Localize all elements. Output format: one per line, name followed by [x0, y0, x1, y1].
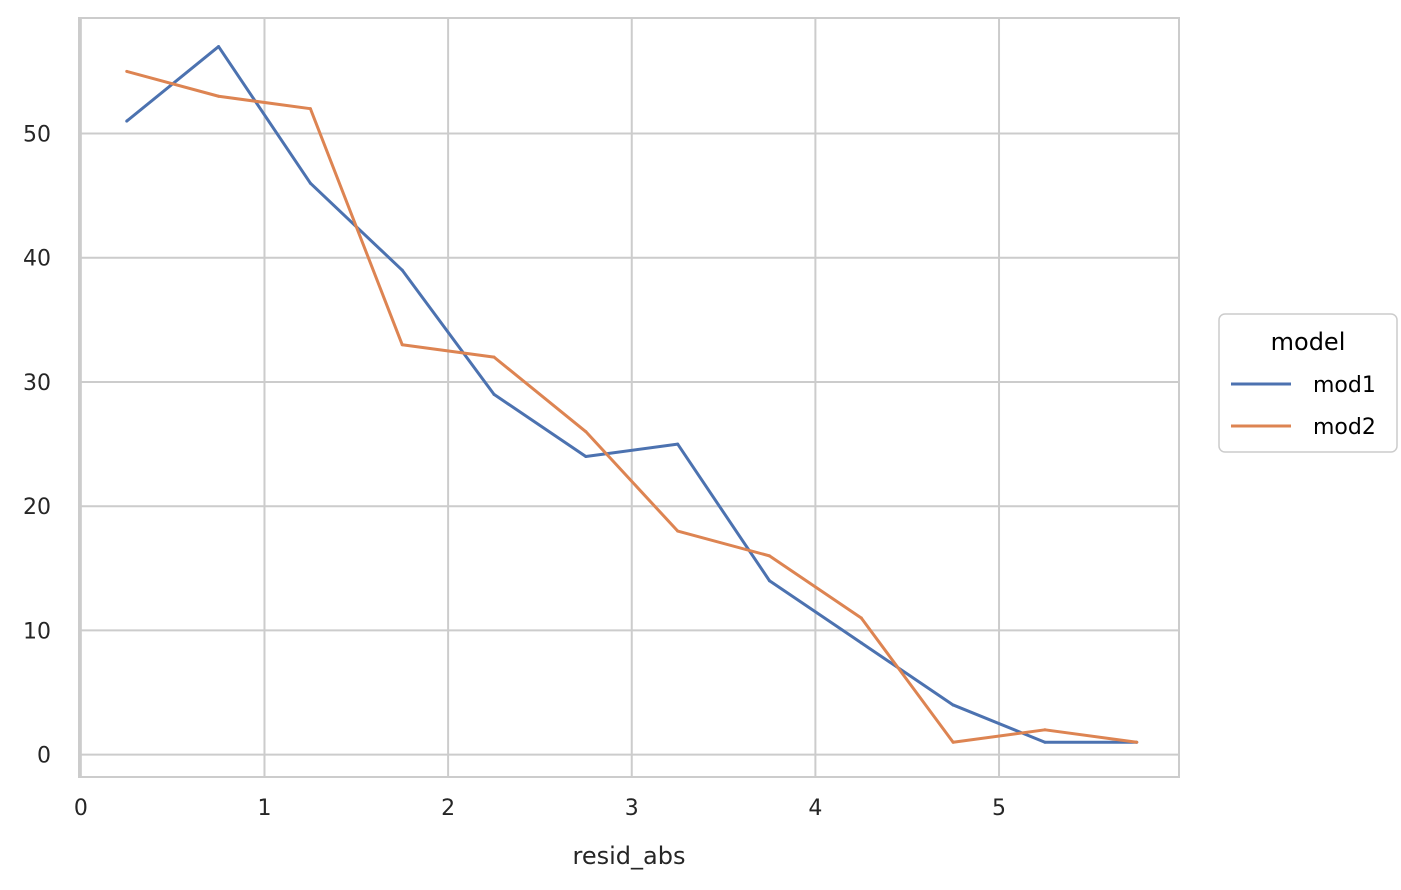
x-tick-label: 4 [808, 796, 822, 821]
legend-label: mod1 [1313, 373, 1376, 398]
data-point [492, 392, 496, 396]
data-point [584, 430, 588, 434]
y-tick-label: 10 [23, 619, 51, 644]
data-point [951, 703, 955, 707]
legend-item-mod1: mod1 [1231, 373, 1376, 398]
data-point [1043, 740, 1047, 744]
x-tick-label: 2 [441, 796, 455, 821]
data-point [492, 355, 496, 359]
data-point [767, 554, 771, 558]
x-axis-ticks: 0 1 2 3 4 5 [74, 796, 1006, 821]
y-tick-label: 0 [37, 744, 51, 769]
series-line-mod2 [126, 69, 1137, 744]
legend-title: model [1271, 328, 1346, 356]
data-point [125, 69, 129, 73]
data-point [1043, 728, 1047, 732]
series-mod2 [125, 69, 1139, 744]
data-point [676, 529, 680, 533]
data-point [859, 616, 863, 620]
legend-items: mod1 mod2 [1231, 373, 1376, 440]
x-tick-label: 3 [625, 796, 639, 821]
y-tick-label: 30 [23, 371, 51, 396]
legend-box [1218, 313, 1398, 453]
data-point [217, 94, 221, 98]
data-point [584, 455, 588, 459]
legend: model mod1 mod2 [1218, 313, 1398, 453]
y-tick-label: 40 [23, 247, 51, 272]
legend-label: mod2 [1313, 415, 1376, 440]
grid-lines [79, 18, 1179, 777]
data-point [308, 107, 312, 111]
data-point [859, 641, 863, 645]
data-point [308, 181, 312, 185]
x-tick-label: 0 [74, 796, 88, 821]
data-point [767, 579, 771, 583]
y-axis-ticks: 0 10 20 30 40 50 [23, 123, 51, 769]
data-point [125, 119, 129, 123]
data-point [951, 740, 955, 744]
x-tick-label: 5 [992, 796, 1006, 821]
data-point [400, 268, 404, 272]
y-tick-label: 20 [23, 495, 51, 520]
y-tick-label: 50 [23, 123, 51, 148]
series-lines [125, 45, 1139, 744]
data-point [400, 343, 404, 347]
data-point [676, 442, 680, 446]
plot-frame [78, 17, 1180, 778]
legend-item-mod2: mod2 [1231, 415, 1376, 440]
series-mod1 [125, 45, 1139, 744]
x-axis-title: resid_abs [573, 842, 686, 870]
series-line-mod1 [125, 45, 1137, 744]
data-point [1135, 740, 1139, 744]
data-point [217, 45, 221, 49]
x-tick-label: 1 [257, 796, 271, 821]
